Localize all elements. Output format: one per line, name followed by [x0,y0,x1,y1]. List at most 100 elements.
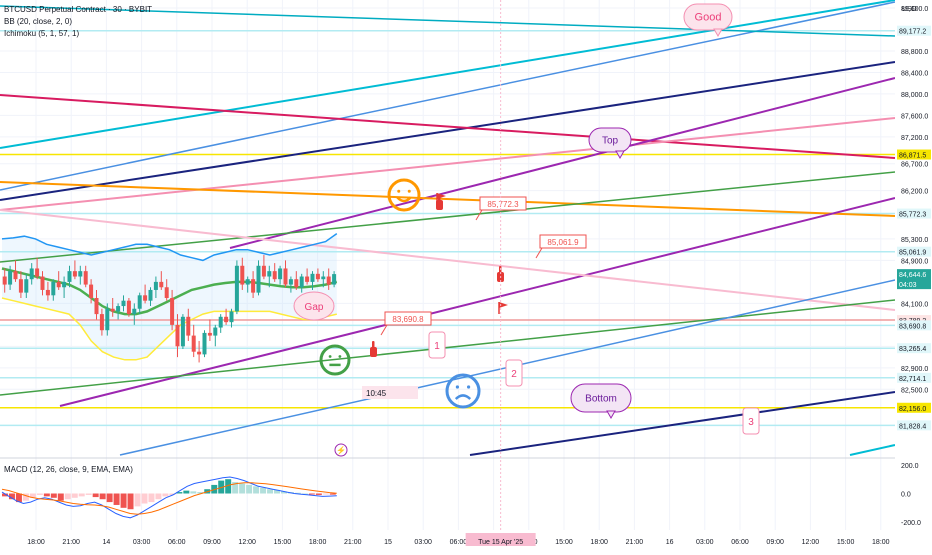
candle-body [159,281,164,288]
candle-body [213,327,218,336]
candle-body [110,308,115,312]
x-tick-label: 15:00 [555,539,573,546]
candle-body [164,287,169,298]
price-label-bg [897,343,931,354]
legend-ichimoku[interactable]: Ichimoku (5, 1, 57, 1) [4,29,80,38]
legend-symbol[interactable]: BTCUSD Perpetual Contract · 30 · BYBIT [4,5,153,14]
drawing-annotations[interactable]: Good Top Bottom 85,772.3 85,061.9 83,690.8 1 2 3… [293,3,760,457]
annotation-wave-3: 3 [748,417,754,428]
macd-histogram-bar [85,493,92,495]
macd-histogram-bar [113,493,120,505]
candle-body [13,271,18,280]
candle-body [18,279,23,293]
ichimoku-cloud [2,233,337,360]
annotation-wave-1-box [428,331,446,359]
price-axis[interactable]: 89,600.0 88,800.0 88,400.0 88,000.0 87,600.0… [895,0,932,535]
macd-histogram-bar [2,493,8,497]
x-tick-label: 15:00 [837,539,855,546]
annotation-wave-3-box [742,407,760,435]
macd-histogram-bar [71,493,78,498]
macd-histogram-bar [315,493,322,495]
candle-body [224,316,229,323]
annotation-wave-1: 1 [434,341,440,352]
price-label: 82,714.1 [899,376,926,383]
candle-body [40,276,45,290]
trend-line [0,94,896,159]
x-tick-label: 12:00 [802,539,820,546]
y-tick-label: 88,800.0 [901,49,928,56]
macd-histogram-bar [322,493,329,495]
currency-label: USD [902,6,917,13]
candle-body [121,300,126,307]
price-label-bg [897,149,931,160]
candle-body [83,271,88,285]
x-tick-label: 03:00 [133,539,151,546]
candle-body [180,316,185,347]
time-highlight-bg [465,533,536,546]
x-tick-label: 21:00 [344,539,362,546]
candle-body [245,279,250,285]
annotation-price-85772: 85,772.3 [487,200,519,209]
price-label-bg [897,420,931,431]
price-label: 83,690.8 [899,323,926,330]
macd-histogram-bar [308,493,315,495]
legend-macd[interactable]: MACD (12, 26, close, 9, EMA, EMA) [4,465,133,474]
price-label: 89,177.2 [899,29,926,36]
time-highlight: Tue 15 Apr '25 [478,539,523,546]
candle-body [116,306,121,312]
macd-histogram-bar [169,493,176,495]
annotation-wave-2: 2 [511,369,517,380]
price-label: 81,828.4 [899,423,926,430]
trend-line [849,444,896,456]
annotation-good-pointer [713,28,723,38]
candlestick-series [2,255,337,363]
price-axis-bg [895,0,932,535]
candle-body [278,268,283,280]
signal-line [1,482,337,515]
neutral-face-icon-eye [338,355,342,358]
macd-axis-label: 0.0 [901,492,911,499]
macd-histogram-bar [183,490,190,494]
annotation-good: Good [695,12,722,24]
macd-histogram-bar [267,489,274,494]
candle-body [143,295,148,301]
tag-leader [475,209,483,221]
macd-histogram-bar [274,489,280,494]
tag-leader [535,247,543,259]
bb-lower-line [1,297,337,361]
macd-histogram-bar [301,493,308,495]
trend-line [229,77,896,249]
macd-histogram-bar [120,493,127,508]
candle-body [261,265,266,277]
annotation-bottom: Bottom [585,393,617,404]
y-tick-label: 87,600.0 [901,113,928,120]
macd-histogram-bar [15,493,22,503]
trend-line [0,299,896,396]
macd-histogram-bar [190,491,197,494]
candle-body [234,265,239,312]
price-label: 82,156.0 [899,406,926,413]
trend-lines[interactable] [0,0,896,456]
time-label-bg [362,386,418,399]
x-tick-label: 09:00 [766,539,784,546]
candle-body [288,279,293,285]
x-tick-label: 06:00 [450,539,468,546]
hand-marker-icon [370,347,377,357]
legend-bb[interactable]: BB (20, close, 2, 0) [4,17,73,26]
candle-body [267,271,272,277]
macd-histogram-bar [99,493,106,500]
candle-body [240,265,245,285]
candle-body [45,289,50,296]
y-tick-label: 87,200.0 [901,135,928,142]
x-tick-label: 12:00 [238,539,256,546]
price-label-bg [897,372,931,383]
trend-line [0,5,896,37]
candle-body [29,268,34,280]
trend-line [59,197,896,407]
macd-histogram-bar [134,493,141,507]
macd-histogram-bar [57,493,64,501]
candle-body [62,281,67,288]
